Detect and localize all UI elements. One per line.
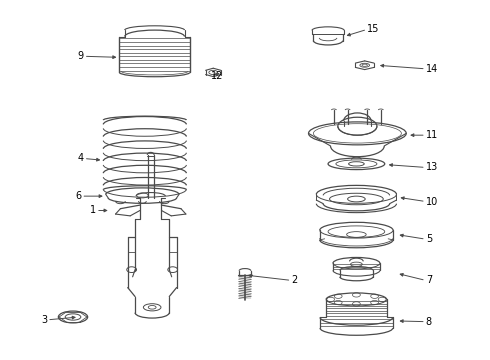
Text: 7: 7 (426, 275, 432, 285)
Text: 3: 3 (41, 315, 47, 325)
Text: 1: 1 (90, 206, 96, 216)
Text: 14: 14 (426, 64, 438, 74)
Text: 2: 2 (292, 275, 297, 285)
Text: 12: 12 (211, 71, 223, 81)
Text: 13: 13 (426, 162, 438, 172)
Text: 5: 5 (426, 234, 432, 244)
Text: 9: 9 (77, 51, 84, 61)
Text: 4: 4 (77, 153, 84, 163)
Text: 10: 10 (426, 197, 438, 207)
Text: 6: 6 (75, 191, 81, 201)
Text: 11: 11 (426, 130, 438, 140)
Text: 8: 8 (426, 317, 432, 327)
Text: 15: 15 (367, 24, 380, 35)
